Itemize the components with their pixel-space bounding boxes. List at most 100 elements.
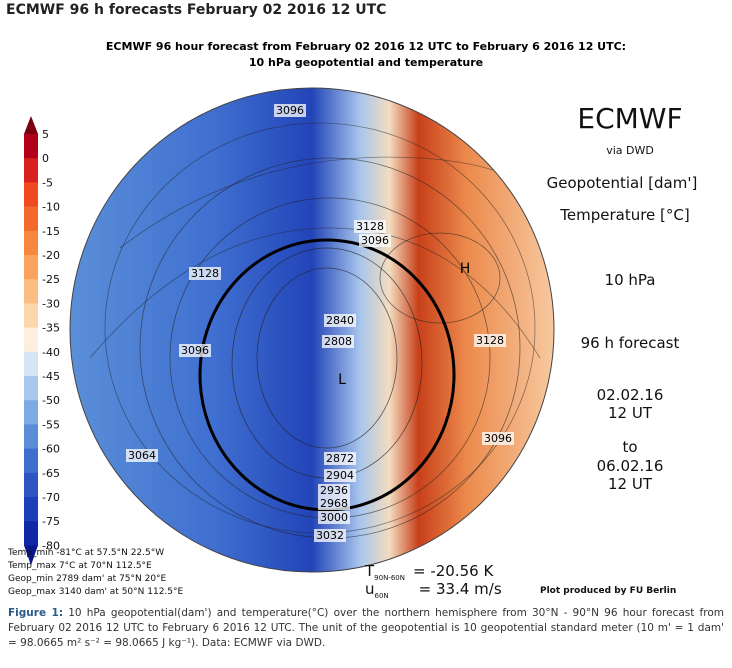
colorbar-label: 5 xyxy=(42,128,49,141)
credit: Plot produced by FU Berlin xyxy=(540,586,676,596)
contour-label-bg xyxy=(322,335,354,348)
colorbar-segment xyxy=(24,158,38,183)
contour-label: 3096 xyxy=(484,432,512,445)
contour-label: 2808 xyxy=(324,335,352,348)
stat-line: Temp_min -81°C at 57.5°N 22.5°W xyxy=(7,548,164,558)
colorbar-segment xyxy=(24,351,38,377)
colorbar-label: -10 xyxy=(42,201,60,214)
contour-label-bg xyxy=(318,484,350,497)
end-time: 12 UT xyxy=(608,475,653,493)
colorbar-label: -5 xyxy=(42,176,53,189)
colorbar-label: -30 xyxy=(42,297,60,310)
colorbar-label: -35 xyxy=(42,322,60,335)
colorbar-cap xyxy=(24,545,38,566)
t-symbol: T xyxy=(364,562,375,580)
stat-line: Geop_min 2789 dam' at 75°N 20°E xyxy=(8,574,167,584)
colorbar-segment xyxy=(24,206,38,232)
colorbar-label: -45 xyxy=(42,370,60,383)
colorbar-segment xyxy=(24,279,38,304)
high-marker: H xyxy=(460,261,471,277)
colorbar: 5 0 -5 -10 -15 -20 -25 -30 -35 -40 -45 -50 -55 -60 -65… xyxy=(24,116,60,566)
colorbar-segment xyxy=(24,255,38,280)
contour-label-bg xyxy=(324,469,356,482)
contour-label-bg xyxy=(318,511,350,524)
colorbar-label: -75 xyxy=(42,515,60,528)
to: to xyxy=(622,438,637,456)
t-sub: 90N-60N xyxy=(374,574,405,582)
contour-label: 2872 xyxy=(326,452,354,465)
contour-label: 3096 xyxy=(361,234,389,247)
u-sub: 60N xyxy=(375,592,389,600)
caption-text: 10 hPa geopotential(dam') and temperatur… xyxy=(8,607,724,649)
colorbar-segment xyxy=(24,497,38,522)
colorbar-cap xyxy=(24,116,38,134)
colorbar-segment xyxy=(24,327,38,353)
figure: ECMWF 96 hour forecast from February 02 … xyxy=(7,40,698,600)
t-value: = -20.56 K xyxy=(413,562,494,580)
contour-label: 3128 xyxy=(476,334,504,347)
stat-line: Temp_max 7°C at 70°N 112.5°E xyxy=(7,561,152,571)
colorbar-label: 0 xyxy=(42,152,49,165)
contour-label: 3128 xyxy=(356,220,384,233)
figure-subtitle: 10 hPa geopotential and temperature xyxy=(249,56,483,69)
colorbar-label: -55 xyxy=(42,418,60,431)
figure-title: ECMWF 96 hour forecast from February 02 … xyxy=(106,40,626,53)
low-marker: L xyxy=(338,372,346,388)
contour-label-bg xyxy=(474,334,506,347)
page-title: ECMWF 96 h forecasts February 02 2016 12… xyxy=(6,2,387,18)
contour-label-bg xyxy=(189,267,221,280)
colorbar-label: -80 xyxy=(42,539,60,552)
map-disc xyxy=(70,88,554,572)
caption-label: Figure 1: xyxy=(8,607,64,619)
colorbar-segment xyxy=(24,400,38,425)
stat-line: Geop_max 3140 dam' at 50°N 112.5°E xyxy=(8,587,184,597)
svg-text:u60N= 33.4 m/s: u60N = 33.4 m/s xyxy=(365,580,502,600)
colorbar-label: -60 xyxy=(42,443,60,456)
temperature-label: Temperature [°C] xyxy=(559,206,689,224)
colorbar-label: -40 xyxy=(42,346,60,359)
contour-label: 2840 xyxy=(326,314,354,327)
colorbar-label: -20 xyxy=(42,249,60,262)
level: 10 hPa xyxy=(605,271,656,289)
contour-label: 2904 xyxy=(326,469,354,482)
contour-label: 3032 xyxy=(316,529,344,542)
contour-label-bg xyxy=(324,314,356,327)
map-border xyxy=(69,87,555,573)
svg-text:T90N-60N= -20.56 K: T90N-60N = -20.56 K xyxy=(364,562,494,582)
colorbar-segment xyxy=(24,521,38,546)
geopotential-label: Geopotential [dam'] xyxy=(547,174,698,192)
contour-label-bg xyxy=(318,497,350,510)
via: via DWD xyxy=(606,144,654,157)
contour-label-bg xyxy=(359,234,391,247)
colorbar-label: -65 xyxy=(42,467,60,480)
contour-label: 3064 xyxy=(128,449,156,462)
colorbar-label: -25 xyxy=(42,273,60,286)
u-value: = 33.4 m/s xyxy=(419,580,502,598)
colorbar-segment xyxy=(24,376,38,401)
colorbar-segment xyxy=(24,182,38,208)
colorbar-segment xyxy=(24,303,38,329)
forecast-length: 96 h forecast xyxy=(581,334,680,352)
colorbar-segment xyxy=(24,472,38,498)
colorbar-segment xyxy=(24,134,38,159)
contour-label-bg xyxy=(314,529,346,542)
brand: ECMWF xyxy=(577,102,682,135)
colorbar-label: -70 xyxy=(42,491,60,504)
colorbar-label: -50 xyxy=(42,394,60,407)
contour-label-bg xyxy=(324,452,356,465)
colorbar-segment xyxy=(24,448,38,474)
contour-label: 3096 xyxy=(276,104,304,117)
colorbar-segment xyxy=(24,424,38,450)
contour-label-bg xyxy=(274,104,306,117)
contour-label: 2936 xyxy=(320,484,348,497)
start-date: 02.02.16 xyxy=(597,386,664,404)
u-symbol: u xyxy=(365,580,375,598)
contour-label: 3128 xyxy=(191,267,219,280)
contour-label-bg xyxy=(179,344,211,357)
colorbar-segment xyxy=(24,230,38,256)
contour-label-bg xyxy=(482,432,514,445)
contour-label: 3096 xyxy=(181,344,209,357)
contour-label: 3000 xyxy=(320,511,348,524)
end-date: 06.02.16 xyxy=(597,457,664,475)
